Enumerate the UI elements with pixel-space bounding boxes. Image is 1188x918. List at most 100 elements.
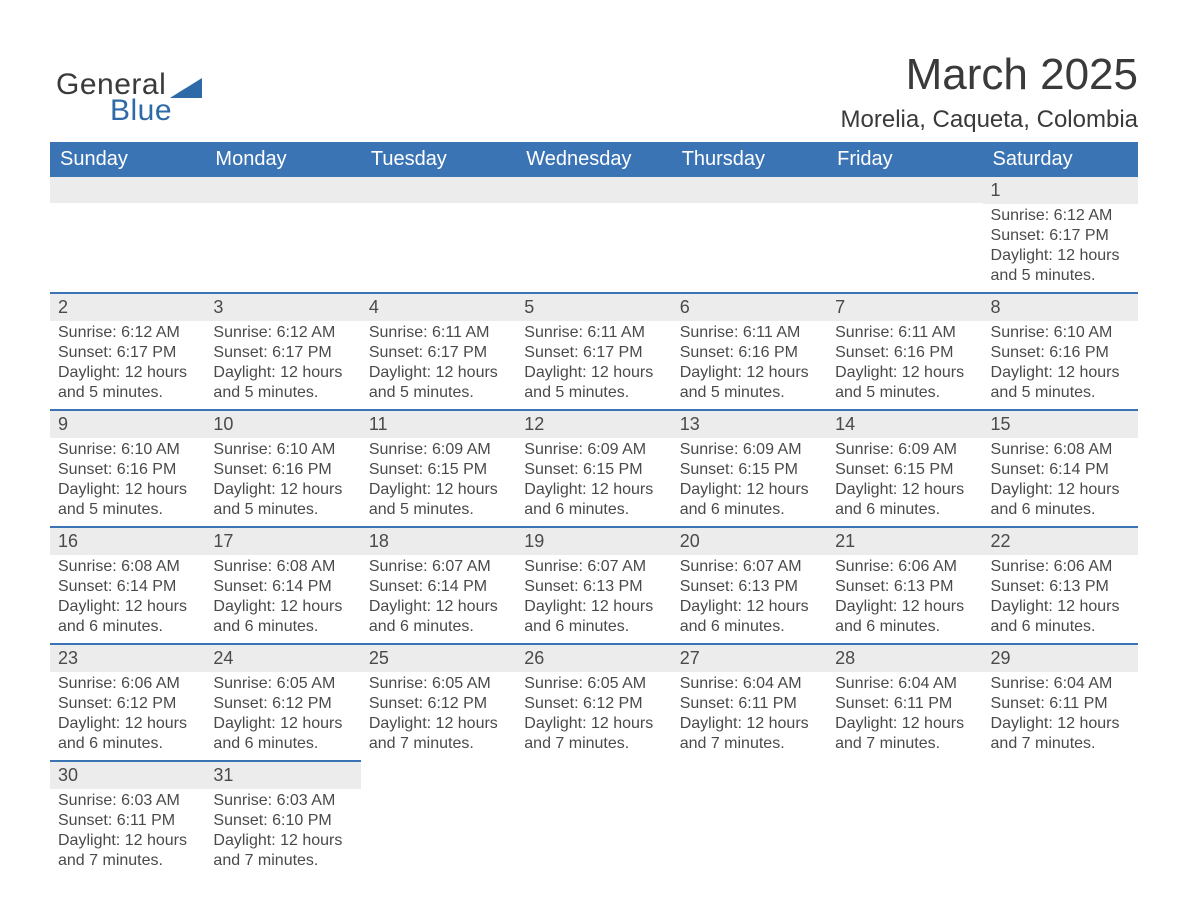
day-number: 3 [205, 294, 360, 321]
daylight-text: Daylight: 12 hours and 5 minutes. [369, 363, 508, 403]
day-number: 13 [672, 411, 827, 438]
day-details: Sunrise: 6:05 AMSunset: 6:12 PMDaylight:… [516, 672, 671, 760]
calendar-day-cell: 5Sunrise: 6:11 AMSunset: 6:17 PMDaylight… [516, 293, 671, 410]
calendar-week-row: 30Sunrise: 6:03 AMSunset: 6:11 PMDayligh… [50, 761, 1138, 877]
daylight-text: Daylight: 12 hours and 7 minutes. [58, 831, 197, 871]
sunset-text: Sunset: 6:13 PM [680, 577, 819, 597]
day-details [983, 787, 1138, 795]
day-number [672, 761, 827, 787]
day-number: 11 [361, 411, 516, 438]
sunrise-text: Sunrise: 6:09 AM [369, 440, 508, 460]
calendar-day-cell: 22Sunrise: 6:06 AMSunset: 6:13 PMDayligh… [983, 527, 1138, 644]
sunset-text: Sunset: 6:13 PM [991, 577, 1130, 597]
calendar-day-cell [827, 761, 982, 877]
day-number: 27 [672, 645, 827, 672]
daylight-text: Daylight: 12 hours and 6 minutes. [58, 597, 197, 637]
day-number: 19 [516, 528, 671, 555]
day-number: 5 [516, 294, 671, 321]
day-details: Sunrise: 6:11 AMSunset: 6:17 PMDaylight:… [516, 321, 671, 409]
header: General Blue March 2025 Morelia, Caqueta… [50, 50, 1138, 134]
day-number: 24 [205, 645, 360, 672]
sunset-text: Sunset: 6:15 PM [524, 460, 663, 480]
sunset-text: Sunset: 6:17 PM [991, 226, 1130, 246]
sunrise-text: Sunrise: 6:08 AM [991, 440, 1130, 460]
sunset-text: Sunset: 6:13 PM [524, 577, 663, 597]
day-number: 12 [516, 411, 671, 438]
sunset-text: Sunset: 6:12 PM [524, 694, 663, 714]
day-number: 30 [50, 762, 205, 789]
day-details: Sunrise: 6:05 AMSunset: 6:12 PMDaylight:… [205, 672, 360, 760]
calendar-week-row: 9Sunrise: 6:10 AMSunset: 6:16 PMDaylight… [50, 410, 1138, 527]
day-number: 2 [50, 294, 205, 321]
calendar-day-cell [983, 761, 1138, 877]
calendar-day-cell [672, 761, 827, 877]
day-details [827, 787, 982, 795]
daylight-text: Daylight: 12 hours and 5 minutes. [58, 480, 197, 520]
weekday-header: Saturday [983, 142, 1138, 177]
sunset-text: Sunset: 6:14 PM [991, 460, 1130, 480]
daylight-text: Daylight: 12 hours and 6 minutes. [213, 714, 352, 754]
calendar-day-cell: 27Sunrise: 6:04 AMSunset: 6:11 PMDayligh… [672, 644, 827, 761]
daylight-text: Daylight: 12 hours and 7 minutes. [369, 714, 508, 754]
day-details: Sunrise: 6:11 AMSunset: 6:16 PMDaylight:… [827, 321, 982, 409]
daylight-text: Daylight: 12 hours and 6 minutes. [991, 597, 1130, 637]
day-number: 16 [50, 528, 205, 555]
sunrise-text: Sunrise: 6:10 AM [58, 440, 197, 460]
sunrise-text: Sunrise: 6:05 AM [524, 674, 663, 694]
sunrise-text: Sunrise: 6:06 AM [991, 557, 1130, 577]
calendar-day-cell: 3Sunrise: 6:12 AMSunset: 6:17 PMDaylight… [205, 293, 360, 410]
day-details: Sunrise: 6:04 AMSunset: 6:11 PMDaylight:… [672, 672, 827, 760]
logo: General Blue [56, 68, 202, 128]
day-number [827, 761, 982, 787]
day-number [516, 177, 671, 203]
day-number: 9 [50, 411, 205, 438]
calendar-day-cell: 21Sunrise: 6:06 AMSunset: 6:13 PMDayligh… [827, 527, 982, 644]
sunrise-text: Sunrise: 6:07 AM [680, 557, 819, 577]
day-details [516, 203, 671, 273]
calendar-day-cell: 16Sunrise: 6:08 AMSunset: 6:14 PMDayligh… [50, 527, 205, 644]
sunrise-text: Sunrise: 6:11 AM [369, 323, 508, 343]
calendar-day-cell [516, 177, 671, 293]
calendar-day-cell: 28Sunrise: 6:04 AMSunset: 6:11 PMDayligh… [827, 644, 982, 761]
calendar-day-cell [361, 177, 516, 293]
sunset-text: Sunset: 6:16 PM [58, 460, 197, 480]
day-details: Sunrise: 6:11 AMSunset: 6:16 PMDaylight:… [672, 321, 827, 409]
day-details: Sunrise: 6:09 AMSunset: 6:15 PMDaylight:… [361, 438, 516, 526]
day-number: 10 [205, 411, 360, 438]
calendar-day-cell: 2Sunrise: 6:12 AMSunset: 6:17 PMDaylight… [50, 293, 205, 410]
day-number [983, 761, 1138, 787]
daylight-text: Daylight: 12 hours and 7 minutes. [213, 831, 352, 871]
day-details: Sunrise: 6:10 AMSunset: 6:16 PMDaylight:… [50, 438, 205, 526]
day-number: 18 [361, 528, 516, 555]
day-number: 14 [827, 411, 982, 438]
day-details: Sunrise: 6:12 AMSunset: 6:17 PMDaylight:… [205, 321, 360, 409]
sunset-text: Sunset: 6:14 PM [213, 577, 352, 597]
weekday-header: Tuesday [361, 142, 516, 177]
day-details: Sunrise: 6:10 AMSunset: 6:16 PMDaylight:… [983, 321, 1138, 409]
title-block: March 2025 Morelia, Caqueta, Colombia [841, 50, 1138, 134]
day-details [361, 203, 516, 273]
sunset-text: Sunset: 6:15 PM [369, 460, 508, 480]
sunrise-text: Sunrise: 6:05 AM [369, 674, 508, 694]
day-number: 17 [205, 528, 360, 555]
sunset-text: Sunset: 6:14 PM [58, 577, 197, 597]
weekday-header: Wednesday [516, 142, 671, 177]
day-details: Sunrise: 6:03 AMSunset: 6:10 PMDaylight:… [205, 789, 360, 877]
daylight-text: Daylight: 12 hours and 6 minutes. [213, 597, 352, 637]
calendar-body: 1Sunrise: 6:12 AMSunset: 6:17 PMDaylight… [50, 177, 1138, 877]
daylight-text: Daylight: 12 hours and 5 minutes. [58, 363, 197, 403]
sunrise-text: Sunrise: 6:05 AM [213, 674, 352, 694]
daylight-text: Daylight: 12 hours and 6 minutes. [680, 480, 819, 520]
weekday-header: Monday [205, 142, 360, 177]
day-details: Sunrise: 6:08 AMSunset: 6:14 PMDaylight:… [50, 555, 205, 643]
calendar-day-cell: 1Sunrise: 6:12 AMSunset: 6:17 PMDaylight… [983, 177, 1138, 293]
day-number: 25 [361, 645, 516, 672]
day-details: Sunrise: 6:11 AMSunset: 6:17 PMDaylight:… [361, 321, 516, 409]
sunset-text: Sunset: 6:13 PM [835, 577, 974, 597]
day-details [672, 203, 827, 273]
daylight-text: Daylight: 12 hours and 6 minutes. [835, 597, 974, 637]
day-number [361, 177, 516, 203]
sunset-text: Sunset: 6:16 PM [680, 343, 819, 363]
day-number: 28 [827, 645, 982, 672]
day-number: 21 [827, 528, 982, 555]
